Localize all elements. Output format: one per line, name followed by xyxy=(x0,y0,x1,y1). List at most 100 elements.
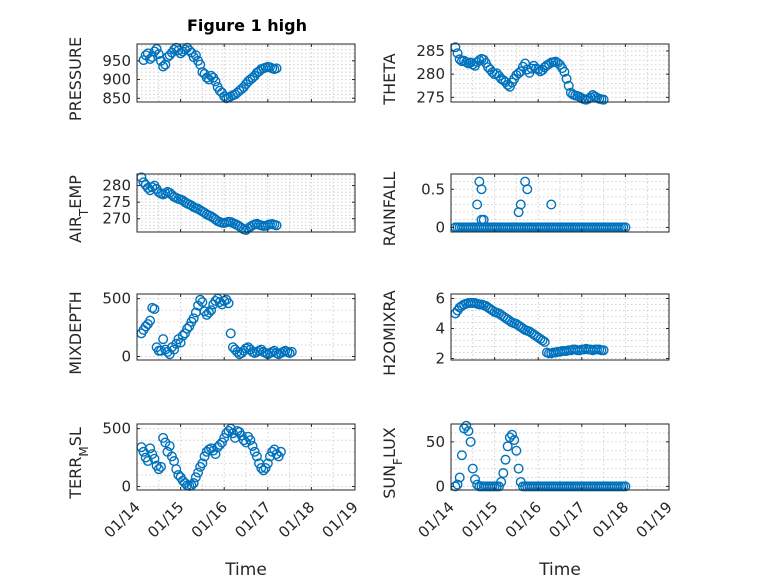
data-point xyxy=(452,48,463,59)
data-point xyxy=(147,182,158,193)
axes-frame xyxy=(450,43,670,103)
data-point xyxy=(273,451,284,462)
x-axis-label: Time xyxy=(224,560,267,580)
data-point xyxy=(158,61,169,72)
data-point xyxy=(245,435,256,446)
data-point xyxy=(598,94,609,105)
data-point xyxy=(153,464,164,475)
data-point xyxy=(476,214,487,225)
data-point xyxy=(197,458,208,469)
data-point xyxy=(452,479,463,490)
data-point xyxy=(509,435,520,446)
data-point xyxy=(199,451,210,462)
data-point xyxy=(166,451,177,462)
data-point xyxy=(467,463,478,474)
data-point xyxy=(142,456,153,467)
data-point xyxy=(454,472,465,483)
data-point xyxy=(258,465,269,476)
data-point xyxy=(515,199,526,210)
data-point xyxy=(256,463,267,474)
axes-frame xyxy=(450,423,670,491)
y-tick-label: 850 xyxy=(102,89,131,107)
y-tick-label: 275 xyxy=(416,88,445,106)
data-point xyxy=(184,321,195,332)
data-point xyxy=(173,45,184,56)
data-point xyxy=(190,50,201,61)
subplot-mixdepth: 0 500 MIXDEPTH xyxy=(66,290,356,375)
subplot-rainfall: 0 0.5 RAINFALL xyxy=(380,172,670,246)
data-point xyxy=(533,64,544,75)
data-point xyxy=(145,443,156,454)
data-point xyxy=(210,76,221,87)
y-tick-label: 0 xyxy=(121,478,131,496)
data-point xyxy=(147,52,158,63)
data-point xyxy=(502,441,513,452)
data-point xyxy=(145,53,156,64)
data-point xyxy=(232,346,243,357)
data-point xyxy=(247,441,258,452)
data-point xyxy=(153,49,164,60)
data-point xyxy=(507,429,518,440)
y-axis-label: H2OMIXRA xyxy=(380,290,399,376)
data-point xyxy=(511,445,522,456)
x-axis-label: Time xyxy=(538,560,581,580)
data-point xyxy=(190,472,201,483)
data-point xyxy=(179,328,190,339)
data-point xyxy=(206,305,217,316)
data-point xyxy=(262,458,273,469)
y-tick-label: 500 xyxy=(102,420,131,438)
data-point xyxy=(260,463,271,474)
data-point xyxy=(182,323,193,334)
data-point xyxy=(546,199,557,210)
data-point xyxy=(171,464,182,475)
data-point xyxy=(147,449,158,460)
data-point xyxy=(158,432,169,443)
data-point xyxy=(456,450,467,461)
chart-title: Figure 1 high xyxy=(187,16,307,35)
y-tick-label: 50 xyxy=(426,433,445,451)
y-tick-label: 500 xyxy=(102,290,131,308)
data-point xyxy=(169,344,180,355)
data-point xyxy=(177,330,188,341)
data-point xyxy=(496,476,507,487)
data-point xyxy=(149,453,160,464)
data-point xyxy=(561,73,572,84)
data-point xyxy=(537,335,548,346)
data-point xyxy=(236,430,247,441)
data-point xyxy=(500,454,511,465)
data-point xyxy=(526,63,537,74)
y-tick-label: 2 xyxy=(435,350,445,368)
data-point xyxy=(498,468,509,479)
data-point xyxy=(563,80,574,91)
y-tick-label: 950 xyxy=(102,52,131,70)
data-point xyxy=(286,346,297,357)
y-tick-label: 0 xyxy=(121,348,131,366)
data-point xyxy=(210,449,221,460)
y-tick-label: 280 xyxy=(102,177,131,195)
data-point xyxy=(269,444,280,455)
y-axis-label: THETA xyxy=(380,53,399,105)
data-point xyxy=(188,313,199,324)
data-point xyxy=(539,337,550,348)
y-axis-label: MIXDEPTH xyxy=(66,291,85,374)
data-point xyxy=(559,66,570,77)
data-point xyxy=(219,432,230,443)
data-point xyxy=(171,338,182,349)
y-tick-label: 0.5 xyxy=(421,180,445,198)
axes-frame xyxy=(450,293,670,361)
data-point xyxy=(275,446,286,457)
data-point xyxy=(454,54,465,65)
data-point xyxy=(155,345,166,356)
data-point xyxy=(151,43,162,54)
data-point xyxy=(225,328,236,339)
data-point xyxy=(598,345,609,356)
axes-frame xyxy=(136,43,356,103)
data-point xyxy=(271,220,282,231)
data-point xyxy=(522,184,533,195)
data-point xyxy=(461,420,472,431)
axes-frame xyxy=(136,423,356,491)
